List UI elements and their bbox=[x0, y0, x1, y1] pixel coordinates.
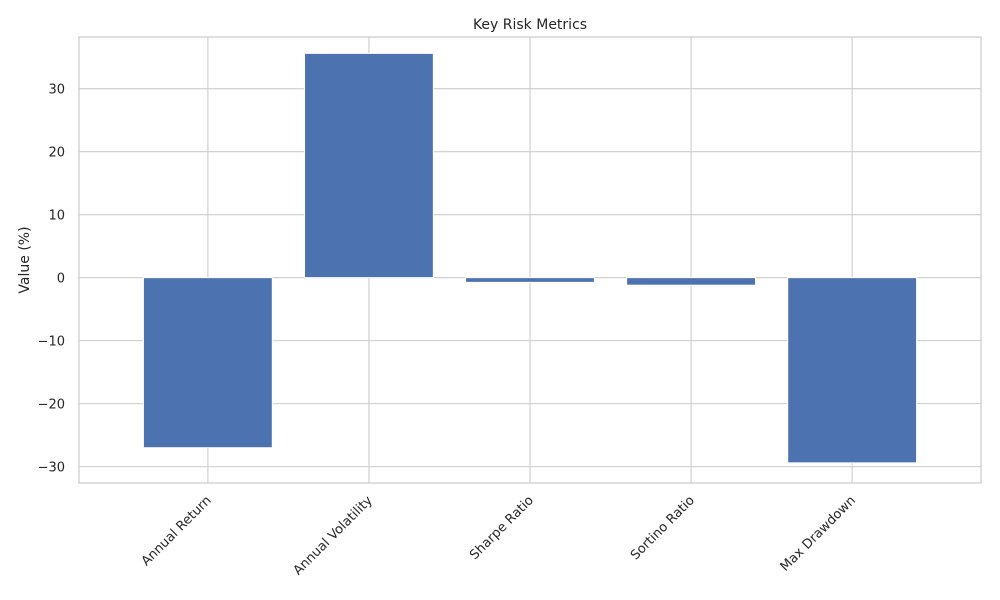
y-tick-label: −30 bbox=[38, 461, 65, 476]
y-tick-label: 30 bbox=[48, 83, 65, 98]
chart-title: Key Risk Metrics bbox=[473, 17, 587, 33]
y-tick-label: 20 bbox=[48, 146, 65, 161]
y-tick-label: 0 bbox=[57, 272, 65, 287]
bar-max-drawdown bbox=[787, 277, 918, 464]
x-tick-label: Annual Volatility bbox=[291, 493, 376, 578]
y-tick-label: −10 bbox=[38, 335, 65, 350]
x-tick-label: Annual Return bbox=[139, 493, 215, 569]
x-tick-label: Sharpe Ratio bbox=[467, 493, 537, 563]
y-axis-label: Value (%) bbox=[17, 226, 33, 293]
x-tick-label: Max Drawdown bbox=[778, 493, 859, 574]
bar-sharpe-ratio bbox=[465, 277, 595, 283]
y-tick-label: −20 bbox=[38, 398, 65, 413]
bar-annual-return bbox=[142, 277, 273, 449]
bar-sortino-ratio bbox=[626, 277, 757, 286]
y-tick-label: 10 bbox=[48, 209, 65, 224]
bar-annual-volatility bbox=[304, 52, 434, 279]
bar-layer bbox=[142, 52, 918, 464]
x-tick-label: Sortino Ratio bbox=[628, 493, 698, 563]
plot-frame bbox=[78, 36, 982, 484]
